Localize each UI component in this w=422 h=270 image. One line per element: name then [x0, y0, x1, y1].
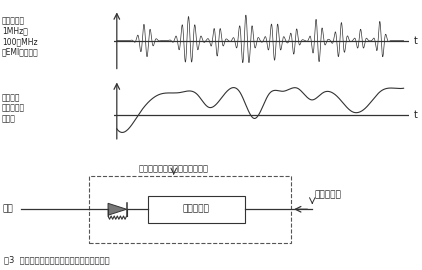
Bar — [89, 176, 291, 243]
Text: 输入: 输入 — [2, 205, 13, 214]
Text: t: t — [414, 35, 417, 46]
Text: 理想放大器: 理想放大器 — [183, 205, 210, 214]
Text: 非线性效应表现为整流器的作用: 非线性效应表现为整流器的作用 — [139, 164, 209, 173]
Text: 图3  整流效应将高频电磁干扰转变为可闻噪声: 图3 整流效应将高频电磁干扰转变为可闻噪声 — [4, 256, 110, 265]
Text: 在输入端处
1MHz至
100多MHz
的EMI高频干扰: 在输入端处 1MHz至 100多MHz 的EMI高频干扰 — [2, 16, 39, 56]
Polygon shape — [108, 203, 127, 215]
Bar — [148, 196, 245, 223]
Text: 在输出端
产生可听见
的信号: 在输出端 产生可听见 的信号 — [2, 93, 25, 123]
Text: t: t — [414, 110, 417, 120]
Text: 音频放大器: 音频放大器 — [314, 190, 341, 199]
